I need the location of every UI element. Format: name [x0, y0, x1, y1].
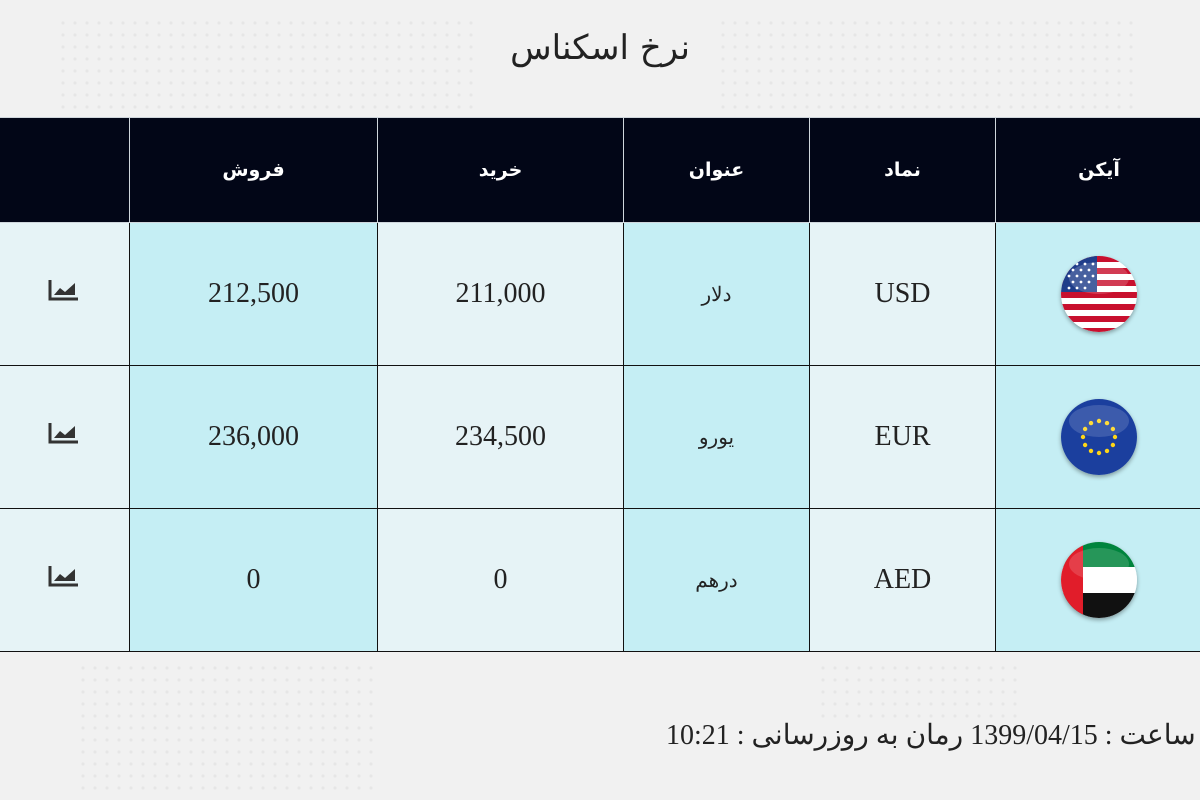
- chart-icon[interactable]: [48, 421, 80, 445]
- flag-cell: [995, 222, 1200, 366]
- header-chart-column: [0, 117, 130, 223]
- chart-link-cell[interactable]: [0, 222, 130, 366]
- header-symbol: نماد: [809, 117, 996, 223]
- sell-price: 212,500: [129, 222, 378, 366]
- currency-rates-table: فروش خرید عنوان نماد آیکن 212,500 211,00…: [0, 117, 1200, 652]
- currency-table-container: فروش خرید عنوان نماد آیکن 212,500 211,00…: [0, 117, 1200, 652]
- eu-flag-icon: [1061, 399, 1137, 475]
- uae-flag-icon: [1061, 542, 1137, 618]
- flag-cell: [995, 365, 1200, 509]
- header-icon: آیکن: [995, 117, 1200, 223]
- buy-price: 211,000: [377, 222, 624, 366]
- currency-name: درهم: [623, 508, 810, 652]
- update-time-label: ، ساعت :: [1104, 720, 1200, 751]
- background-dot-pattern: [820, 665, 1020, 725]
- sell-price: 236,000: [129, 365, 378, 509]
- last-update-info: 10:21 ، ساعت : 1399/04/15 رمان به روزرسا…: [666, 718, 1200, 752]
- us-flag-icon: [1061, 256, 1137, 332]
- currency-name: یورو: [623, 365, 810, 509]
- currency-symbol: EUR: [809, 365, 996, 509]
- chart-icon[interactable]: [48, 564, 80, 588]
- chart-icon[interactable]: [48, 278, 80, 302]
- flag-cell: [995, 508, 1200, 652]
- table-row: 0 0 درهم AED: [0, 508, 1200, 652]
- header-buy: خرید: [377, 117, 624, 223]
- currency-symbol: USD: [809, 222, 996, 366]
- table-row: 212,500 211,000 دلار USD: [0, 222, 1200, 366]
- currency-symbol: AED: [809, 508, 996, 652]
- table-header-row: فروش خرید عنوان نماد آیکن: [0, 117, 1200, 223]
- buy-price: 0: [377, 508, 624, 652]
- buy-price: 234,500: [377, 365, 624, 509]
- header-sell: فروش: [129, 117, 378, 223]
- update-date: 1399/04/15: [970, 720, 1098, 751]
- update-label: رمان به روزرسانی :: [736, 720, 964, 751]
- background-dot-pattern: [80, 665, 380, 795]
- header-name: عنوان: [623, 117, 810, 223]
- page-title: نرخ اسکناس: [510, 28, 690, 68]
- update-time: 10:21: [666, 720, 730, 751]
- table-row: 236,000 234,500 یورو EUR: [0, 365, 1200, 509]
- sell-price: 0: [129, 508, 378, 652]
- chart-link-cell[interactable]: [0, 508, 130, 652]
- currency-name: دلار: [623, 222, 810, 366]
- chart-link-cell[interactable]: [0, 365, 130, 509]
